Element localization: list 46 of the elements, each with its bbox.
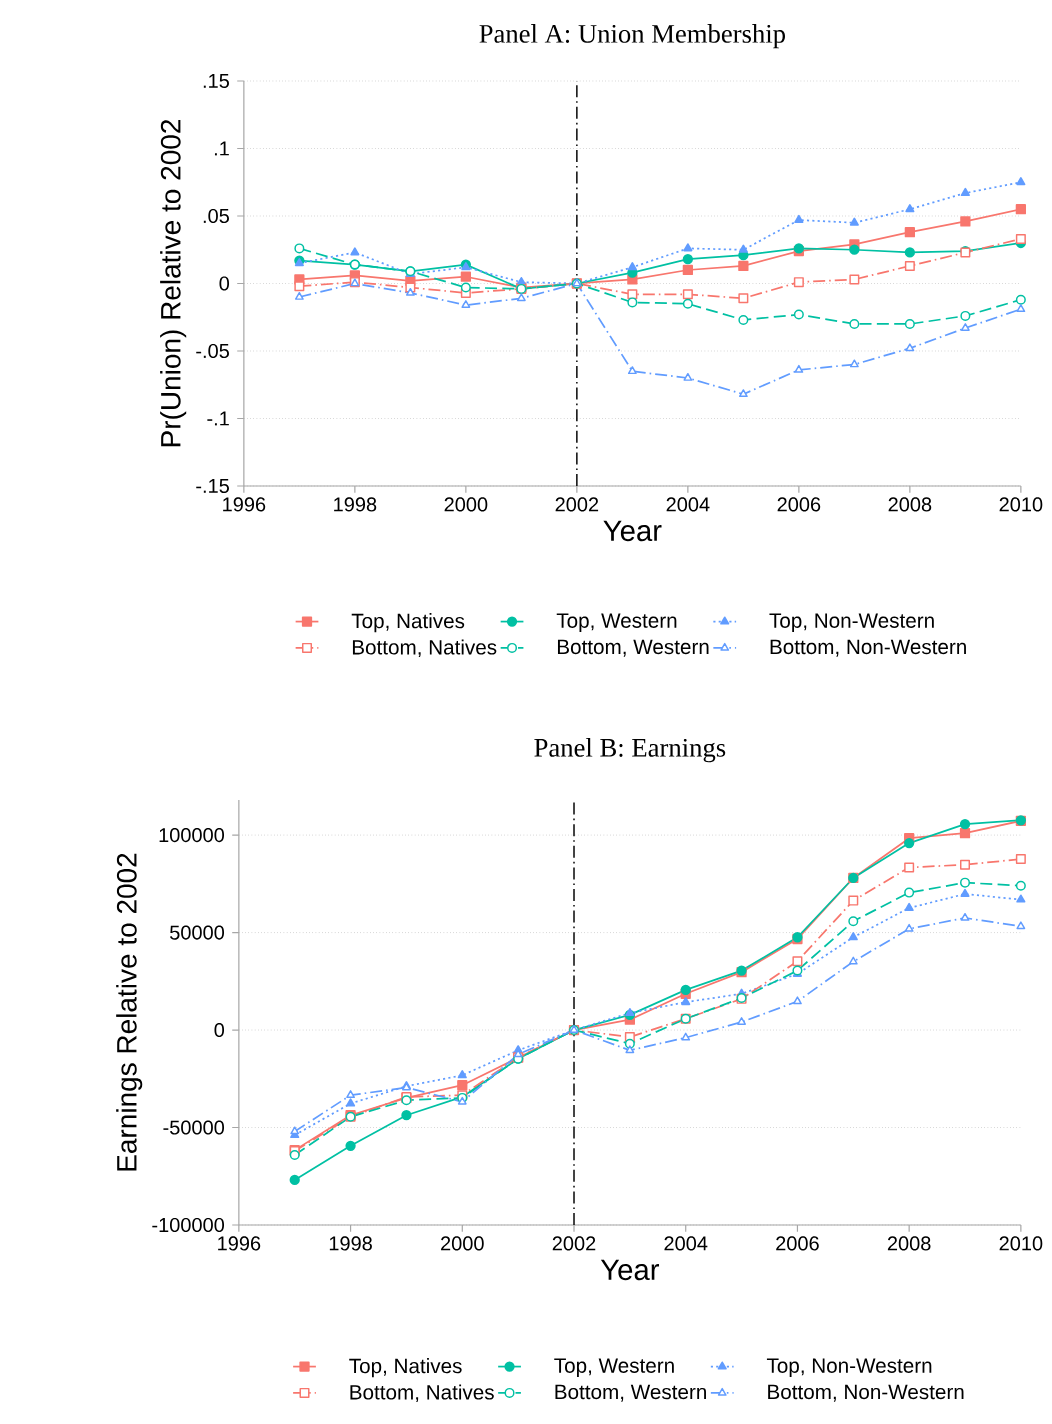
legend-label: Bottom, Non-Western — [770, 639, 966, 657]
x-tick-label: 2000 — [444, 497, 488, 512]
x-axis-title: Year — [600, 1259, 660, 1281]
x-tick-label: 2008 — [887, 1236, 931, 1251]
x-tick-label: 2010 — [999, 1236, 1043, 1251]
legend-label: Top, Natives — [351, 613, 465, 633]
legend-label: Top, Non-Western — [769, 613, 934, 632]
y-tick-label: -.05 — [196, 343, 230, 359]
x-tick-label: 2006 — [777, 497, 821, 512]
x-tick-label: 2008 — [888, 497, 932, 512]
y-axis-title: Earnings Relative to 2002 — [116, 853, 143, 1171]
y-tick-label: -50000 — [163, 1120, 225, 1135]
y-tick-label: .1 — [215, 141, 229, 156]
x-tick-label: 1998 — [334, 497, 377, 512]
x-tick-label: 2002 — [555, 497, 599, 512]
y-tick-label: 100000 — [159, 828, 225, 843]
legend-label: Bottom, Non-Western — [768, 1384, 964, 1402]
x-tick-label: 2006 — [776, 1236, 819, 1251]
legend-label: Bottom, Western — [555, 1384, 707, 1402]
x-axis-title: Year — [603, 520, 662, 542]
y-tick-label: 0 — [219, 276, 230, 291]
legend-label: Top, Western — [556, 613, 677, 632]
legend-label: Bottom, Natives — [350, 1384, 494, 1403]
chart-title: Panel B: Earnings — [534, 738, 726, 763]
x-tick-label: 1998 — [329, 1236, 372, 1251]
chart-title: Panel A: Union Membership — [479, 24, 786, 49]
y-axis-title: Pr(Union) Relative to 2002 — [160, 120, 187, 447]
x-tick-label: 2002 — [552, 1236, 596, 1251]
legend-label: Bottom, Natives — [353, 639, 497, 658]
y-tick-label: -.15 — [196, 479, 230, 493]
y-tick-label: .05 — [203, 208, 230, 224]
y-tick-label: 0 — [214, 1022, 225, 1038]
y-tick-label: 50000 — [170, 925, 225, 940]
y-tick-label: -100000 — [152, 1217, 225, 1233]
legend-label: Top, Non-Western — [767, 1358, 932, 1377]
x-tick-label: 2004 — [664, 1236, 708, 1251]
y-tick-label: .15 — [203, 74, 230, 88]
legend-label: Top, Western — [554, 1358, 674, 1377]
legend-label: Top, Natives — [349, 1358, 462, 1378]
x-tick-label: 2000 — [441, 1236, 484, 1251]
y-tick-label: -.1 — [207, 411, 229, 426]
x-tick-label: 2004 — [666, 497, 710, 512]
x-tick-label: 1996 — [218, 1236, 261, 1251]
x-tick-label: 1996 — [223, 497, 266, 512]
x-tick-label: 2010 — [999, 497, 1043, 512]
legend-label: Bottom, Western — [558, 639, 709, 657]
